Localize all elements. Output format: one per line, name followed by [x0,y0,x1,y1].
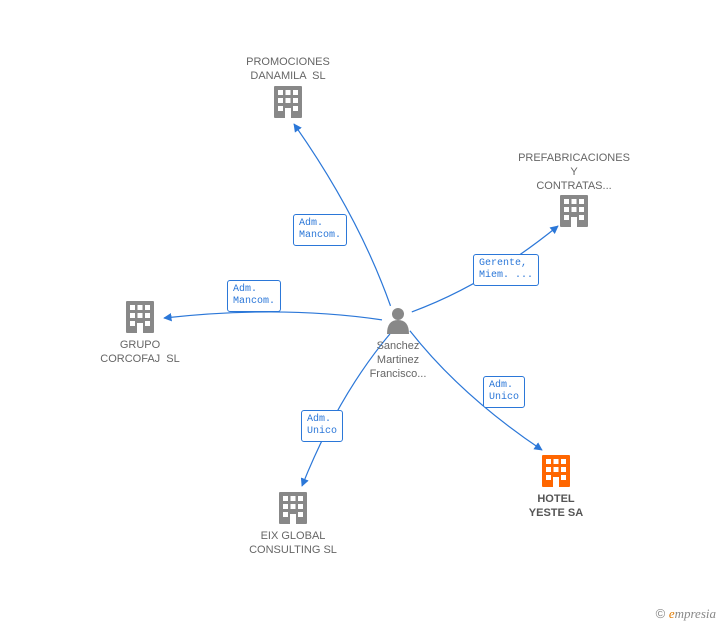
copyright-symbol: © [656,606,666,621]
edge-label-promociones: Adm. Mancom. [293,214,347,246]
node-hotel-icon [542,455,570,487]
center-person-icon [387,308,409,334]
node-prefabricaciones-icon [560,195,588,227]
edge-label-grupo: Adm. Mancom. [227,280,281,312]
node-grupo-icon [126,301,154,333]
edge-label-eix: Adm. Unico [301,410,343,442]
node-promociones-icon [274,86,302,118]
diagram-canvas [0,0,728,630]
node-eix-icon [279,492,307,524]
edge-label-prefabricaciones: Gerente, Miem. ... [473,254,539,286]
edge-grupo [164,312,382,320]
watermark: © empresia [656,606,716,622]
edge-label-hotel: Adm. Unico [483,376,525,408]
brand-rest: mpresia [675,606,716,621]
